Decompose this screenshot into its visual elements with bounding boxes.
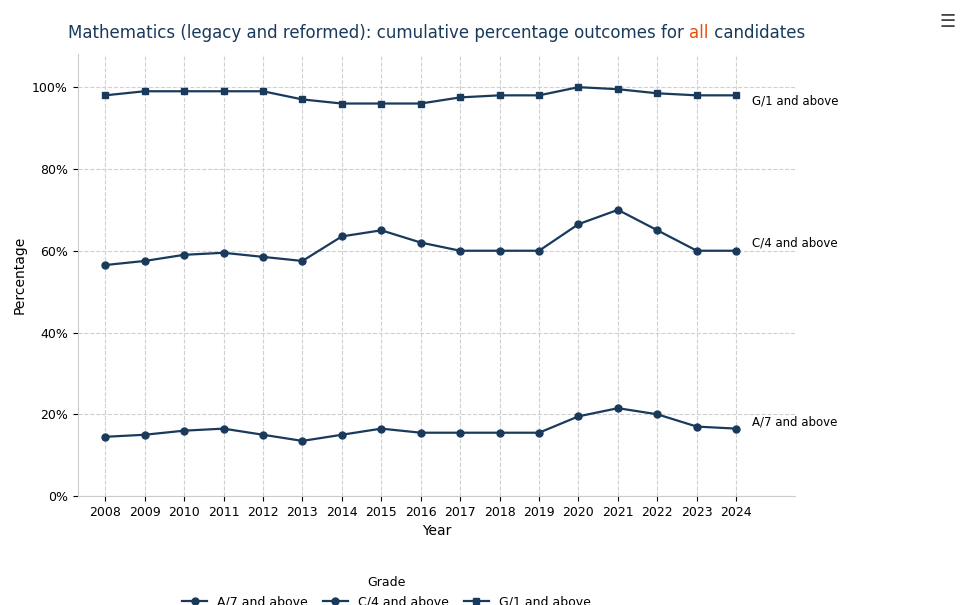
Text: C/4 and above: C/4 and above (751, 236, 837, 249)
Text: Mathematics (legacy and reformed): cumulative percentage outcomes for: Mathematics (legacy and reformed): cumul… (68, 24, 689, 42)
Legend: A/7 and above, C/4 and above, G/1 and above: A/7 and above, C/4 and above, G/1 and ab… (176, 571, 595, 605)
Text: A/7 and above: A/7 and above (751, 416, 836, 429)
Text: G/1 and above: G/1 and above (751, 95, 837, 108)
Text: ☰: ☰ (938, 13, 954, 31)
Text: candidates: candidates (708, 24, 804, 42)
X-axis label: Year: Year (422, 525, 451, 538)
Y-axis label: Percentage: Percentage (13, 236, 26, 315)
Text: all: all (689, 24, 708, 42)
